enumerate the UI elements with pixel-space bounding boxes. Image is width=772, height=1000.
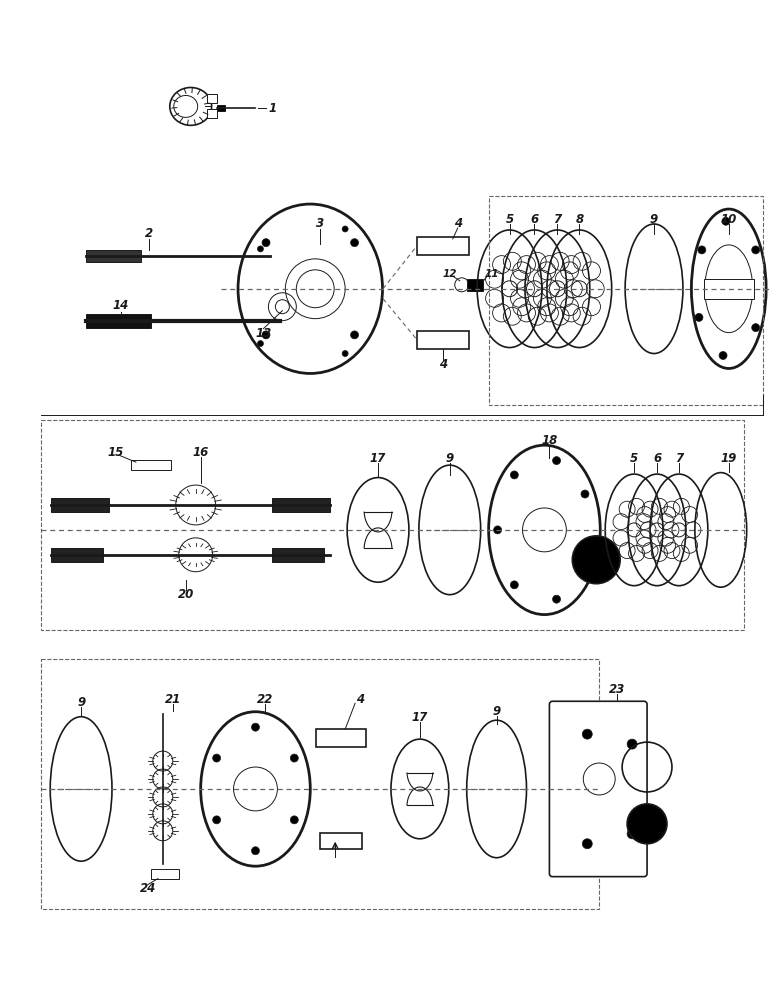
Text: 9: 9: [77, 696, 85, 709]
Text: 18: 18: [541, 434, 557, 447]
Text: 14: 14: [113, 299, 129, 312]
Circle shape: [252, 847, 259, 855]
Text: 9: 9: [650, 213, 658, 226]
Bar: [217, 105, 225, 111]
Bar: [41, 659, 599, 909]
Text: 19: 19: [720, 452, 737, 465]
Circle shape: [627, 739, 637, 749]
Bar: [51, 498, 109, 512]
Bar: [273, 548, 324, 562]
Bar: [273, 498, 330, 512]
Text: 1: 1: [269, 102, 276, 115]
Circle shape: [493, 526, 502, 534]
FancyBboxPatch shape: [550, 701, 647, 877]
Circle shape: [627, 829, 637, 839]
Circle shape: [212, 816, 221, 824]
Bar: [86, 250, 141, 262]
Text: 4: 4: [454, 217, 462, 230]
Text: 23: 23: [609, 683, 625, 696]
Text: 7: 7: [675, 452, 683, 465]
Text: 24: 24: [140, 882, 156, 895]
Bar: [151, 869, 179, 879]
Text: 7: 7: [554, 213, 561, 226]
Circle shape: [350, 239, 358, 247]
Text: 8: 8: [575, 213, 584, 226]
Circle shape: [262, 331, 270, 339]
Text: 2: 2: [145, 227, 153, 240]
Circle shape: [719, 352, 727, 359]
Circle shape: [510, 581, 518, 589]
Circle shape: [252, 723, 259, 731]
Circle shape: [212, 754, 221, 762]
Bar: [131, 460, 171, 470]
Circle shape: [722, 217, 730, 225]
Circle shape: [342, 226, 348, 232]
Circle shape: [290, 816, 298, 824]
Bar: [317, 729, 366, 747]
Circle shape: [572, 536, 620, 584]
Circle shape: [553, 457, 560, 465]
Bar: [51, 548, 103, 562]
Circle shape: [342, 351, 348, 357]
Circle shape: [581, 490, 589, 498]
Text: 5: 5: [506, 213, 513, 226]
Text: 17: 17: [411, 711, 428, 724]
Bar: [86, 314, 151, 328]
Circle shape: [290, 754, 298, 762]
Text: 6: 6: [653, 452, 661, 465]
Circle shape: [627, 804, 667, 844]
Text: 9: 9: [493, 705, 501, 718]
Text: 5: 5: [630, 452, 638, 465]
Bar: [489, 196, 763, 405]
Circle shape: [510, 471, 518, 479]
Text: 6: 6: [530, 213, 539, 226]
Bar: [417, 331, 469, 349]
Circle shape: [695, 313, 703, 321]
Bar: [41, 420, 743, 630]
Circle shape: [752, 246, 760, 254]
Circle shape: [752, 324, 760, 332]
Circle shape: [582, 729, 592, 739]
Text: 17: 17: [370, 452, 386, 465]
Bar: [207, 94, 217, 103]
Bar: [467, 279, 482, 291]
Text: 15: 15: [108, 446, 124, 459]
Bar: [320, 833, 362, 849]
Circle shape: [698, 246, 706, 254]
Text: 12: 12: [442, 269, 457, 279]
Bar: [417, 237, 469, 255]
Text: 20: 20: [178, 588, 194, 601]
Bar: [207, 109, 217, 118]
Text: 16: 16: [192, 446, 208, 459]
Text: 9: 9: [445, 452, 454, 465]
Circle shape: [582, 839, 592, 849]
Text: 4: 4: [438, 358, 447, 371]
Circle shape: [350, 331, 358, 339]
Circle shape: [553, 595, 560, 603]
Text: 4: 4: [356, 693, 364, 706]
Circle shape: [262, 239, 270, 247]
Text: 10: 10: [720, 213, 737, 226]
Circle shape: [258, 246, 263, 252]
Text: 3: 3: [317, 217, 324, 230]
Text: 21: 21: [164, 693, 181, 706]
Circle shape: [258, 341, 263, 347]
Text: 11: 11: [484, 269, 499, 279]
Bar: [704, 279, 753, 299]
Text: 13: 13: [256, 327, 272, 340]
Text: 22: 22: [257, 693, 273, 706]
Circle shape: [583, 556, 591, 564]
